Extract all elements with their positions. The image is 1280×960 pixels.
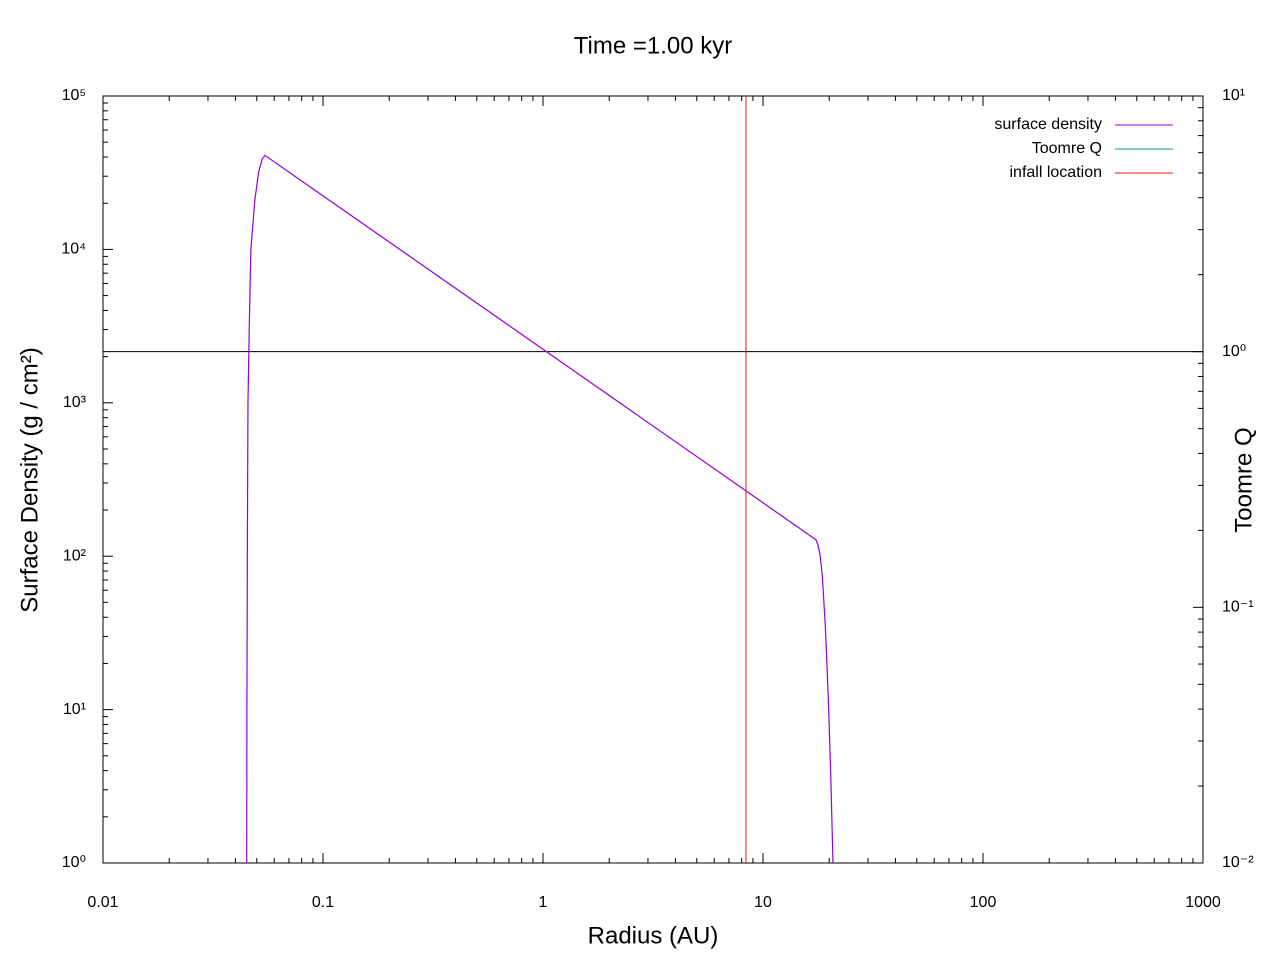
x-tick-label: 10	[754, 894, 772, 911]
y-axis-title: Surface Density (g / cm²)	[16, 347, 43, 612]
plot-frame	[102, 95, 1204, 864]
legend-label: surface density	[994, 116, 1102, 133]
y-tick-label: 10²	[63, 547, 87, 564]
chart-title: Time =1.00 kyr	[574, 32, 733, 59]
y2-tick-label: 10⁰	[1222, 343, 1246, 360]
y2-tick-label: 10⁻¹	[1222, 599, 1254, 616]
legend-label: infall location	[1010, 164, 1103, 181]
y-tick-label: 10⁵	[62, 87, 86, 104]
series-line	[246, 154, 834, 864]
y-tick-label: 10³	[63, 394, 87, 411]
y2-tick-label: 10¹	[1222, 87, 1245, 104]
x-tick-label: 100	[970, 894, 997, 911]
x-tick-label: 0.01	[87, 894, 118, 911]
y2-tick-label: 10⁻²	[1222, 854, 1254, 871]
legend-label: Toomre Q	[1032, 140, 1102, 157]
y2-axis-title: Toomre Q	[1230, 427, 1257, 532]
x-tick-label: 1	[539, 894, 548, 911]
x-tick-label: 0.1	[312, 894, 334, 911]
y-tick-label: 10¹	[63, 701, 86, 718]
y-tick-label: 10⁰	[62, 854, 86, 871]
y-tick-label: 10⁴	[61, 241, 86, 258]
x-axis-title: Radius (AU)	[588, 922, 719, 949]
x-tick-label: 1000	[1185, 894, 1221, 911]
